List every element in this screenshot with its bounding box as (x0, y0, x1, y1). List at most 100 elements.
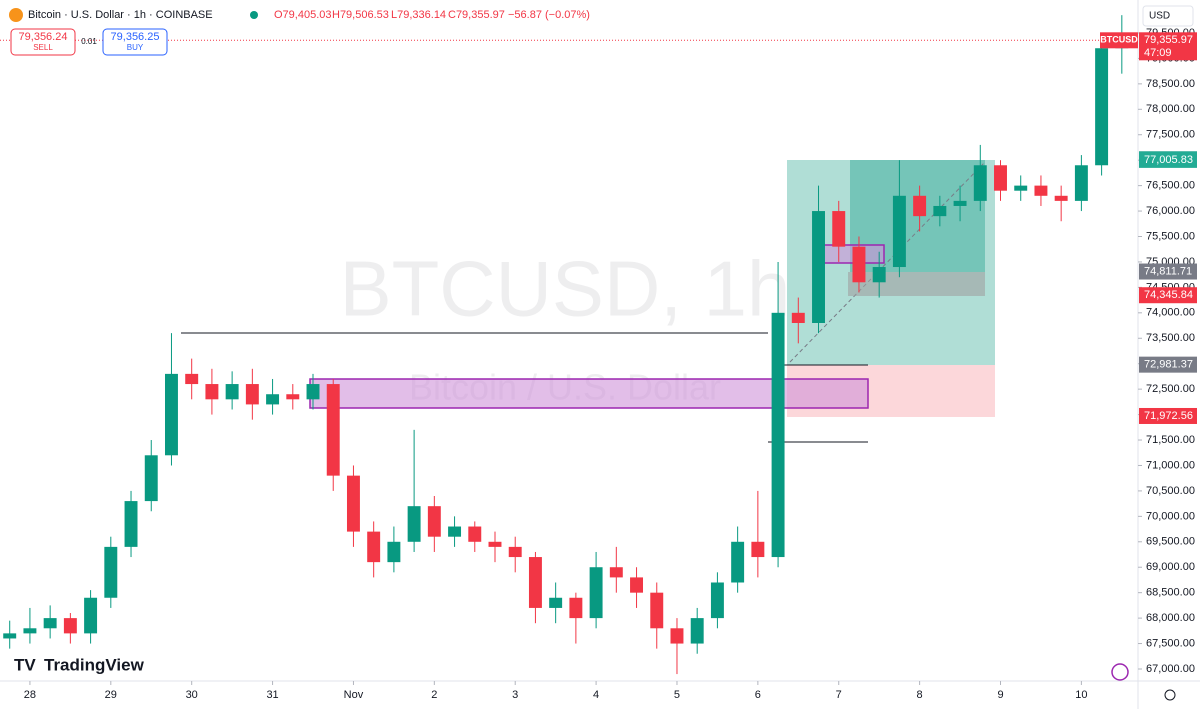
ohlc-low: L79,336.14 (391, 9, 446, 21)
candle-body (892, 195, 906, 268)
candle-body (185, 373, 199, 385)
currency-button[interactable] (1142, 5, 1194, 27)
price-label: 79,355.97 (1144, 34, 1193, 46)
x-tick-label: 10 (1075, 689, 1087, 701)
candle-body (670, 628, 684, 644)
candle-body (589, 567, 603, 619)
candle-body (569, 597, 583, 619)
candles (3, 15, 1129, 675)
y-tick-label: 67,500.00 (1146, 637, 1195, 649)
spread: 0.01 (81, 37, 97, 46)
price-label-box (1139, 263, 1197, 280)
price-label-box (1139, 287, 1197, 304)
candle-body (751, 541, 765, 558)
buy-label: BUY (127, 43, 144, 52)
ohlc-high: H79,506.53 (332, 9, 389, 21)
market-status (250, 11, 258, 19)
candle-body (448, 526, 462, 537)
candle-body (953, 200, 967, 206)
x-tick-label: 8 (917, 689, 923, 701)
candle-body (164, 373, 178, 456)
y-tick-label: 71,000.00 (1146, 459, 1195, 471)
sell-price: 79,356.24 (19, 31, 68, 43)
x-tick-label: 4 (593, 689, 599, 701)
price-label-box (1139, 32, 1197, 61)
candle-body (225, 384, 239, 400)
candle-body (266, 394, 280, 405)
countdown: 47:09 (1144, 47, 1172, 59)
y-tick-label: 74,000.00 (1146, 307, 1195, 319)
candle-body (104, 546, 118, 598)
candle-body (528, 557, 542, 608)
candle-body (690, 618, 704, 644)
y-tick-label: 68,500.00 (1146, 587, 1195, 599)
candle-body (973, 165, 987, 201)
candle-body (286, 394, 300, 400)
candle-body (23, 628, 37, 634)
price-label: 77,005.83 (1144, 154, 1193, 166)
candle-body (468, 526, 482, 542)
x-tick-label: 6 (755, 689, 761, 701)
y-tick-label: 78,000.00 (1146, 103, 1195, 115)
y-tick-label: 75,500.00 (1146, 230, 1195, 242)
candle-body (144, 455, 158, 502)
candle-body (933, 205, 947, 217)
sell-button[interactable] (10, 28, 76, 56)
candle-body (1074, 165, 1088, 201)
price-label-box (1139, 356, 1197, 373)
candle-body (326, 384, 340, 476)
candle-body (710, 582, 724, 619)
candle-body (43, 618, 57, 629)
candle-body (63, 618, 77, 634)
y-tick-label: 70,500.00 (1146, 485, 1195, 497)
ohlc-change: −56.87 (−0.07%) (508, 9, 590, 21)
symbol-title: Bitcoin · U.S. Dollar · 1h · COINBASE (28, 9, 213, 21)
candle-body (1054, 195, 1068, 201)
candle-body (407, 506, 421, 542)
grey-zone (848, 272, 985, 296)
x-tick-label: 7 (836, 689, 842, 701)
candle-body (245, 384, 259, 405)
y-tick-label: 77,500.00 (1146, 129, 1195, 141)
price-label: 74,345.84 (1144, 289, 1193, 301)
logo-mark: TV (14, 655, 36, 674)
x-tick-label: 28 (24, 689, 36, 701)
candle-body (387, 541, 401, 563)
x-tick-label: Nov (344, 689, 364, 701)
candle-body (913, 195, 927, 217)
x-tick-label: 9 (997, 689, 1003, 701)
currency: USD (1149, 11, 1170, 22)
settings-icon[interactable] (1164, 689, 1176, 701)
candle-body (812, 211, 825, 323)
candle-body (832, 211, 846, 247)
candle-body (549, 597, 563, 608)
x-tick-label: 5 (674, 689, 680, 701)
candle-body (630, 577, 644, 593)
buy-button[interactable] (102, 28, 168, 56)
y-tick-label: 69,000.00 (1146, 561, 1195, 573)
alert-icon[interactable] (1111, 663, 1129, 681)
candle-body (1014, 185, 1028, 191)
candle-body (488, 541, 502, 547)
y-tick-label: 76,500.00 (1146, 180, 1195, 192)
candle-body (508, 546, 522, 558)
position-path (789, 161, 986, 363)
watermark-symbol: BTCUSD, 1h (340, 245, 791, 333)
candle-body (791, 312, 805, 323)
symbol-tag (1100, 32, 1138, 49)
candle-body (731, 541, 745, 583)
candle-body (367, 531, 381, 563)
price-label: 71,972.56 (1144, 410, 1193, 422)
drawings (181, 160, 995, 443)
candle-body (427, 506, 441, 537)
x-tick-label: 29 (105, 689, 117, 701)
y-tick-label: 76,000.00 (1146, 205, 1195, 217)
ohlc-close: C79,355.97 (448, 9, 505, 21)
candle-body (1095, 48, 1109, 166)
candle-body (771, 312, 785, 558)
sell-label: SELL (33, 43, 53, 52)
candle-body (124, 501, 138, 547)
candle-body (872, 267, 886, 283)
candle-body (3, 633, 17, 639)
y-tick-label: 71,500.00 (1146, 434, 1195, 446)
